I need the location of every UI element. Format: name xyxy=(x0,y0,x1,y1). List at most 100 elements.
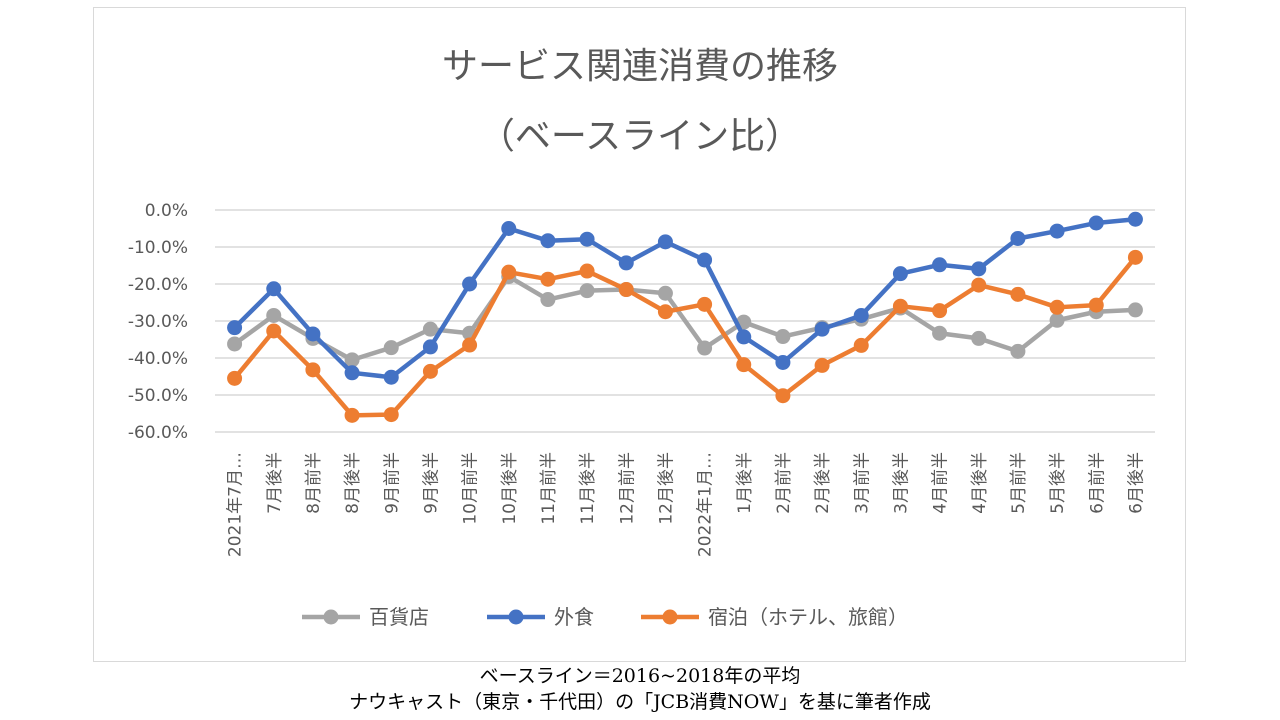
y-tick-label: -20.0% xyxy=(128,275,188,295)
y-tick-label: 0.0% xyxy=(145,201,188,221)
series-group xyxy=(227,211,1143,423)
data-point xyxy=(892,298,908,314)
chart-title: サービス関連消費の推移 xyxy=(442,46,838,87)
x-tick-label: 9月後半 xyxy=(421,452,441,514)
legend-marker xyxy=(508,609,524,625)
data-point xyxy=(657,304,673,320)
data-point xyxy=(383,369,399,385)
data-point xyxy=(344,407,360,423)
data-point xyxy=(971,330,987,346)
legend-item: 百貨店 xyxy=(302,605,429,629)
data-point xyxy=(697,340,713,356)
legend-label: 百貨店 xyxy=(369,605,429,629)
legend-label: 外食 xyxy=(554,605,594,629)
legend-item: 宿泊（ホテル、旅館） xyxy=(641,605,908,629)
data-point xyxy=(814,321,830,337)
caption-baseline: ベースライン＝2016~2018年の平均 xyxy=(479,665,801,687)
x-tick-label: 2月後半 xyxy=(813,452,833,514)
data-point xyxy=(227,370,243,386)
gridlines xyxy=(215,209,1155,433)
data-point xyxy=(305,326,321,342)
data-point xyxy=(1127,249,1143,265)
legend-marker xyxy=(662,609,678,625)
data-point xyxy=(305,362,321,378)
data-point xyxy=(422,339,438,355)
x-tick-label: 7月後半 xyxy=(265,452,285,514)
data-point xyxy=(697,252,713,268)
data-point xyxy=(853,307,869,323)
data-point xyxy=(1010,286,1026,302)
data-point xyxy=(932,303,948,319)
data-point xyxy=(501,264,517,280)
data-point xyxy=(266,281,282,297)
legend: 百貨店 外食 宿泊（ホテル、旅館） xyxy=(302,605,908,629)
legend-label: 宿泊（ホテル、旅館） xyxy=(708,605,908,629)
y-tick-label: -50.0% xyxy=(128,386,188,406)
x-tick-label: 3月前半 xyxy=(852,452,872,514)
data-point xyxy=(1127,211,1143,227)
x-tick-label: 8月前半 xyxy=(304,452,324,514)
data-point xyxy=(657,285,673,301)
data-point xyxy=(1010,343,1026,359)
y-tick-label: -60.0% xyxy=(128,423,188,443)
data-point xyxy=(579,231,595,247)
x-tick-label: 10月前半 xyxy=(461,452,481,525)
data-point xyxy=(266,307,282,323)
data-point xyxy=(814,357,830,373)
data-point xyxy=(971,277,987,293)
x-tick-label: 6月前半 xyxy=(1087,452,1107,514)
series-line xyxy=(232,255,1138,418)
x-tick-label: 8月後半 xyxy=(343,452,363,514)
data-point xyxy=(227,336,243,352)
x-tick-label: 2022年1月… xyxy=(696,452,716,557)
data-point xyxy=(736,357,752,373)
data-point xyxy=(501,221,517,236)
data-point xyxy=(462,337,478,353)
data-point xyxy=(618,282,634,298)
data-point xyxy=(266,323,282,339)
data-point xyxy=(1127,302,1143,318)
data-point xyxy=(344,352,360,368)
x-tick-label: 2月前半 xyxy=(774,452,794,514)
data-point xyxy=(462,276,478,292)
x-tick-label: 5月後半 xyxy=(1048,452,1068,514)
data-point xyxy=(1088,297,1104,313)
data-point xyxy=(892,266,908,282)
data-point xyxy=(383,340,399,356)
x-tick-label: 12月前半 xyxy=(617,452,637,525)
data-point xyxy=(775,388,791,404)
data-point xyxy=(736,329,752,345)
y-tick-label: -30.0% xyxy=(128,312,188,332)
data-point xyxy=(932,257,948,273)
data-point xyxy=(697,296,713,312)
x-tick-label: 5月前半 xyxy=(1009,452,1029,514)
data-point xyxy=(971,261,987,277)
data-point xyxy=(932,325,948,341)
legend-marker xyxy=(323,609,339,625)
x-tick-label: 4月前半 xyxy=(931,452,951,514)
x-tick-label: 2021年7月… xyxy=(226,452,246,557)
data-point xyxy=(579,283,595,299)
y-tick-label: -10.0% xyxy=(128,238,188,258)
x-tick-label: 11月前半 xyxy=(539,452,559,525)
data-point xyxy=(1049,223,1065,239)
y-axis-ticks: 0.0% -10.0% -20.0% -30.0% -40.0% -50.0% -60.0% xyxy=(128,201,188,443)
data-point xyxy=(1049,312,1065,328)
caption-source: ナウキャスト（東京・千代田）の「JCB消費NOW」を基に筆者作成 xyxy=(349,691,931,713)
data-point xyxy=(1088,215,1104,231)
data-point xyxy=(657,234,673,250)
data-point xyxy=(344,365,360,381)
x-tick-label: 12月後半 xyxy=(656,452,676,525)
series-2 xyxy=(227,249,1143,423)
data-point xyxy=(422,321,438,337)
data-point xyxy=(775,354,791,370)
data-point xyxy=(540,271,556,287)
data-point xyxy=(540,233,556,249)
chart-subtitle: （ベースライン比） xyxy=(479,116,801,157)
data-point xyxy=(775,329,791,345)
data-point xyxy=(1049,299,1065,315)
data-point xyxy=(383,407,399,423)
data-point xyxy=(227,320,243,336)
data-point xyxy=(422,363,438,379)
